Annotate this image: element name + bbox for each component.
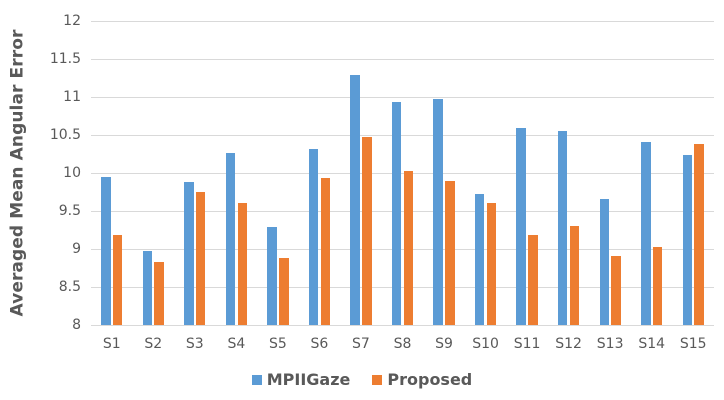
x-tick-label: S2	[144, 336, 163, 352]
legend-swatch-icon	[251, 374, 262, 385]
bar-proposed-s2	[154, 261, 164, 325]
x-tick-label: S10	[472, 336, 499, 352]
gridline	[91, 287, 714, 288]
x-tick-label: S5	[268, 336, 287, 352]
bar-mpiigaze-s11	[516, 128, 526, 325]
bar-mpiigaze-s1	[101, 176, 111, 325]
gridline	[91, 211, 714, 212]
bar-mpiigaze-s2	[142, 251, 153, 325]
x-tick-label: S14	[638, 336, 666, 352]
x-tick-label: S3	[185, 336, 204, 352]
bar-proposed-s13	[611, 255, 621, 325]
legend-swatch-icon	[372, 374, 383, 385]
bar-proposed-s14	[652, 247, 663, 325]
y-tick-label: 8.5	[58, 279, 81, 295]
x-tick-label: S13	[596, 336, 624, 352]
bar-mpiigaze-s3	[184, 182, 194, 325]
bar-proposed-s6	[320, 177, 331, 325]
y-tick-label: 8	[72, 317, 81, 333]
x-tick-label: S11	[513, 336, 541, 352]
y-tick-label: 9	[72, 241, 81, 257]
y-tick-label: 11.5	[49, 51, 81, 67]
x-tick-label: S15	[679, 336, 707, 352]
x-tick-label: S8	[393, 336, 412, 352]
bar-mpiigaze-s15	[682, 154, 693, 325]
bar-mpiigaze-s4	[225, 153, 236, 325]
bar-mpiigaze-s14	[641, 141, 651, 325]
gridline	[91, 59, 714, 60]
bar-mpiigaze-s8	[391, 102, 402, 325]
bar-mpiigaze-s9	[433, 98, 443, 325]
bar-proposed-s9	[445, 181, 455, 325]
bar-proposed-s7	[362, 136, 372, 325]
legend-item-mpiigaze: MPIIGaze	[251, 370, 351, 389]
bar-proposed-s4	[237, 203, 248, 325]
bar-mpiigaze-s13	[599, 198, 610, 325]
y-tick-label: 9.5	[58, 203, 81, 219]
x-tick-label: S9	[435, 336, 453, 352]
y-tick-label: 10	[63, 165, 81, 181]
bar-mpiigaze-s7	[350, 74, 360, 325]
y-tick-label: 10.5	[49, 127, 81, 143]
gridline	[91, 325, 714, 326]
bar-proposed-s5	[279, 258, 289, 325]
legend: MPIIGaze Proposed	[0, 370, 724, 389]
legend-label: Proposed	[387, 370, 473, 389]
bar-proposed-s8	[403, 171, 414, 325]
bar-proposed-s12	[569, 226, 580, 325]
bar-proposed-s1	[112, 234, 123, 325]
x-tick-label: S6	[310, 336, 329, 352]
x-tick-label: S12	[555, 336, 582, 352]
x-tick-label: S4	[227, 336, 246, 352]
bar-mpiigaze-s10	[474, 193, 485, 325]
gridline	[91, 173, 714, 174]
bar-proposed-s11	[528, 235, 538, 325]
bar-mpiigaze-s5	[267, 226, 277, 325]
legend-item-proposed: Proposed	[372, 370, 472, 389]
bar-mpiigaze-s12	[557, 131, 568, 325]
bar-proposed-s10	[486, 202, 497, 325]
y-axis-label: Averaged Mean Angular Error	[8, 29, 28, 317]
bar-proposed-s3	[195, 192, 206, 325]
gridline	[91, 97, 714, 98]
y-tick-label: 12	[63, 13, 81, 29]
gridline	[91, 135, 714, 136]
bar-proposed-s15	[694, 144, 704, 325]
bar-mpiigaze-s6	[308, 148, 319, 325]
plot-area	[91, 21, 714, 326]
x-tick-label: S7	[352, 336, 370, 352]
y-tick-label: 11	[63, 89, 81, 105]
legend-label: MPIIGaze	[266, 370, 351, 389]
gridline	[91, 249, 714, 250]
y-axis-label-container: Averaged Mean Angular Error	[6, 21, 30, 325]
x-tick-label: S1	[102, 336, 121, 352]
gridline	[91, 21, 714, 22]
